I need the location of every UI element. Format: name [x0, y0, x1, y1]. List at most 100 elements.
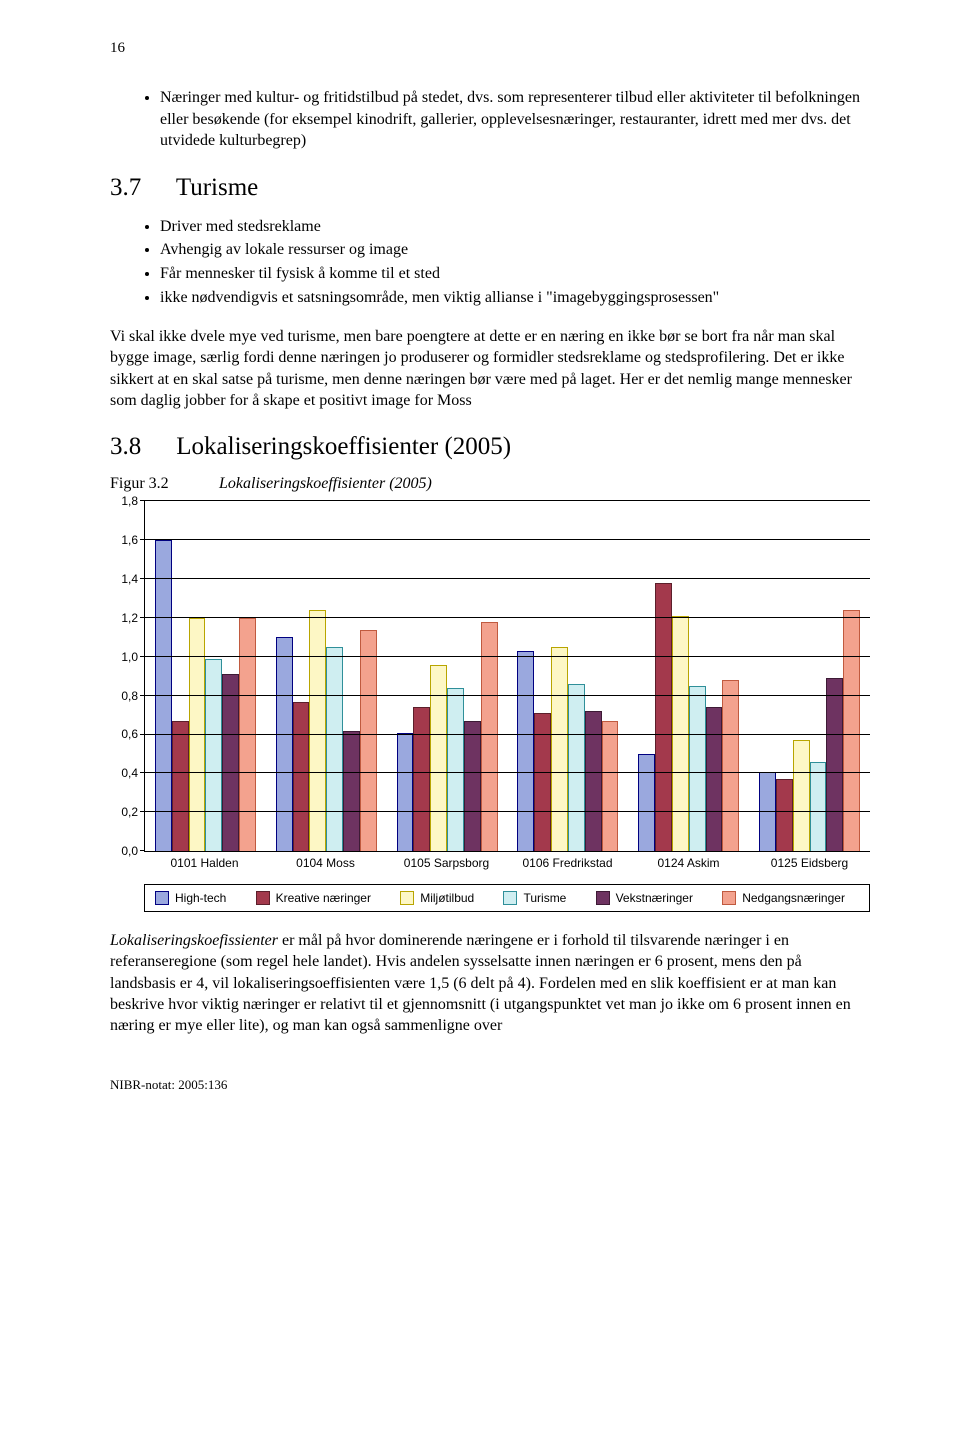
chart-x-label: 0106 Fredrikstad [507, 856, 628, 870]
chart-legend-item: Kreative næringer [256, 891, 371, 905]
chart-x-label: 0104 Moss [265, 856, 386, 870]
chart-legend-label: Vekstnæringer [616, 891, 693, 905]
chart-bar [517, 651, 534, 851]
chart-bar-group [145, 501, 266, 851]
chart-bar [706, 707, 723, 851]
figure-number: Figur 3.2 [110, 475, 215, 493]
figure-title: Lokaliseringskoeffisienter (2005) [219, 475, 432, 492]
chart-y-tick-mark [140, 578, 145, 579]
chart-bar-group [628, 501, 749, 851]
chart-gridline [145, 656, 870, 657]
chart-bar [293, 702, 310, 852]
chart-bar [602, 721, 619, 851]
section-title: Turisme [176, 174, 258, 201]
page-number: 16 [110, 40, 870, 57]
chart-gridline [145, 695, 870, 696]
after-chart-paragraph: Lokaliseringskoefissienter er mål på hvo… [110, 930, 870, 1036]
section-number: 3.7 [110, 174, 170, 202]
chart-legend-label: Turisme [523, 891, 566, 905]
list-item: Næringer med kultur- og fritidstilbud på… [160, 87, 870, 152]
list-item: Får mennesker til fysisk å komme til et … [160, 263, 870, 285]
chart-bar [722, 680, 739, 851]
lokaliseringskoefissienter-term: Lokaliseringskoefissienter [110, 932, 278, 949]
section-title: Lokaliseringskoeffisienter (2005) [176, 433, 511, 460]
chart-legend-item: Vekstnæringer [596, 891, 693, 905]
chart-bar [397, 733, 414, 852]
figure-caption: Figur 3.2 Lokaliseringskoeffisienter (20… [110, 475, 870, 493]
chart-plot-area [144, 501, 870, 852]
chart-bar [430, 665, 447, 852]
chart-legend-swatch [596, 891, 610, 905]
chart-bar [205, 659, 222, 852]
chart-y-tick-mark [140, 617, 145, 618]
chart-bar [551, 647, 568, 851]
chart-y-tick-mark [140, 695, 145, 696]
chart-y-tick-mark [140, 656, 145, 657]
chart-bar [843, 610, 860, 851]
list-item: Avhengig av lokale ressurser og image [160, 239, 870, 261]
chart-legend-label: High-tech [175, 891, 226, 905]
chart-y-tick-mark [140, 539, 145, 540]
chart-legend-label: Nedgangsnæringer [742, 891, 845, 905]
chart-gridline [145, 539, 870, 540]
section-37-heading: 3.7 Turisme [110, 174, 870, 202]
chart-y-tick-mark [140, 500, 145, 501]
chart-y-axis: 1,81,61,41,21,00,80,60,40,20,0 [110, 501, 144, 851]
chart-bar-group [507, 501, 628, 851]
list-item: ikke nødvendigvis et satsningsområde, me… [160, 287, 870, 309]
chart-y-tick-mark [140, 811, 145, 812]
chart-gridline [145, 811, 870, 812]
chart-legend-label: Miljøtilbud [420, 891, 474, 905]
chart-y-tick-mark [140, 772, 145, 773]
chart-gridline [145, 617, 870, 618]
lokaliseringskoeffisienter-chart: 1,81,61,41,21,00,80,60,40,20,0 0101 Hald… [110, 501, 870, 912]
chart-x-label: 0105 Sarpsborg [386, 856, 507, 870]
chart-legend-item: Nedgangsnæringer [722, 891, 845, 905]
chart-bar-group [749, 501, 870, 851]
chart-bar-group [266, 501, 387, 851]
chart-legend-item: High-tech [155, 891, 226, 905]
chart-bar [793, 740, 810, 851]
section-37-bullets: Driver med stedsreklame Avhengig av loka… [110, 216, 870, 308]
chart-bar [464, 721, 481, 851]
footer-note: NIBR-notat: 2005:136 [110, 1077, 870, 1093]
chart-bar-group [387, 501, 508, 851]
section-38-heading: 3.8 Lokaliseringskoeffisienter (2005) [110, 433, 870, 461]
chart-bar [343, 731, 360, 852]
chart-gridline [145, 500, 870, 501]
chart-bar [447, 688, 464, 851]
chart-legend-item: Turisme [503, 891, 566, 905]
chart-bar [776, 779, 793, 851]
chart-bar [309, 610, 326, 851]
chart-bar [172, 721, 189, 851]
chart-x-labels: 0101 Halden0104 Moss0105 Sarpsborg0106 F… [144, 856, 870, 870]
chart-y-tick-mark [140, 850, 145, 851]
chart-legend-swatch [722, 891, 736, 905]
chart-x-label: 0101 Halden [144, 856, 265, 870]
chart-legend: High-tech Kreative næringer Miljøtilbud Tur… [144, 884, 870, 912]
chart-bar [585, 711, 602, 851]
chart-bar [413, 707, 430, 851]
chart-bar [326, 647, 343, 851]
chart-legend-item: Miljøtilbud [400, 891, 474, 905]
chart-legend-swatch [256, 891, 270, 905]
chart-bar [360, 630, 377, 852]
chart-legend-swatch [400, 891, 414, 905]
chart-x-label: 0124 Askim [628, 856, 749, 870]
chart-gridline [145, 772, 870, 773]
section-37-paragraph: Vi skal ikke dvele mye ved turisme, men … [110, 326, 870, 411]
chart-bar [638, 754, 655, 851]
chart-legend-label: Kreative næringer [276, 891, 371, 905]
chart-bar [689, 686, 706, 851]
chart-bar [568, 684, 585, 851]
chart-y-tick-mark [140, 734, 145, 735]
chart-gridline [145, 578, 870, 579]
chart-bar [222, 674, 239, 851]
chart-x-label: 0125 Eidsberg [749, 856, 870, 870]
chart-legend-swatch [155, 891, 169, 905]
chart-bar [826, 678, 843, 851]
chart-bar [810, 762, 827, 851]
chart-gridline [145, 734, 870, 735]
section-number: 3.8 [110, 433, 170, 461]
chart-bar [276, 637, 293, 851]
